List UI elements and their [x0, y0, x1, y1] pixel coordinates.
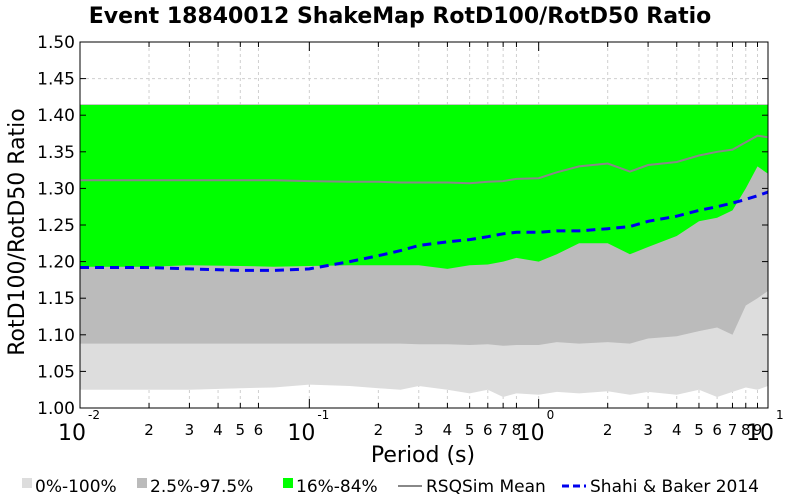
y-tick-label: 1.35: [37, 143, 75, 163]
x-minor-tick-label: 2: [603, 421, 613, 439]
x-minor-tick-label: 4: [213, 421, 223, 439]
y-tick-label: 1.50: [37, 33, 75, 53]
x-tick-label-exponent: -1: [317, 408, 329, 422]
x-minor-tick-label: 5: [236, 421, 246, 439]
legend-label-16-84: 16%-84%: [296, 477, 378, 497]
x-minor-tick-label: 4: [672, 421, 682, 439]
legend-label-shahi-baker-2014: Shahi & Baker 2014: [590, 477, 759, 497]
x-minor-tick-label: 4: [443, 421, 453, 439]
y-tick-label: 1.05: [37, 362, 75, 382]
x-minor-tick-label: 9: [753, 421, 763, 439]
legend-label-0-100: 0%-100%: [35, 477, 117, 497]
x-minor-tick-label: 8: [741, 421, 751, 439]
x-minor-tick-label: 2: [374, 421, 384, 439]
y-axis-label: RotD100/RotD50 Ratio: [5, 108, 30, 356]
y-tick-label: 1.20: [37, 253, 75, 273]
x-minor-tick-label: 5: [465, 421, 475, 439]
x-minor-tick-label: 3: [414, 421, 424, 439]
legend-swatch-0-100: [22, 478, 32, 488]
legend-swatch-2-5-97-5: [137, 478, 147, 488]
x-minor-tick-label: 6: [483, 421, 493, 439]
x-minor-tick-label: 3: [185, 421, 195, 439]
axes: 1.00 1.05 1.10 1.15 1.20 1.25 1.30 1.35 1.40 1.45…: [37, 33, 784, 446]
x-minor-tick-label: 7: [728, 421, 738, 439]
y-tick-label: 1.15: [37, 289, 75, 309]
x-minor-tick-label: 6: [254, 421, 264, 439]
y-tick-label: 1.00: [37, 399, 75, 419]
x-tick-label-exponent: 1: [776, 408, 784, 422]
x-tick-label-exponent: 0: [547, 408, 555, 422]
x-tick-label-base: 10: [58, 421, 86, 446]
x-tick-label-base: 10: [746, 421, 774, 446]
line-shahi-baker-2014: [80, 190, 769, 272]
y-tick-label: 1.40: [37, 106, 75, 126]
x-axis-label: Period (s): [371, 443, 475, 468]
plot-area: [79, 41, 769, 409]
x-tick-label-exponent: -2: [88, 408, 100, 422]
x-minor-tick-label: 7: [498, 421, 508, 439]
legend: 0%-100% 2.5%-97.5% 16%-84% RSQSim Mean Shahi…: [22, 477, 759, 497]
band-16-84: [80, 105, 768, 269]
line-rsqsim-mean: [80, 134, 769, 185]
y-tick-label: 1.25: [37, 216, 75, 236]
x-minor-tick-label: 6: [712, 421, 722, 439]
y-tick-label: 1.45: [37, 70, 75, 90]
x-minor-tick-label: 5: [694, 421, 704, 439]
x-minor-tick-label: 3: [643, 421, 653, 439]
legend-swatch-16-84: [283, 478, 293, 488]
x-tick-label-base: 10: [517, 421, 545, 446]
x-tick-label-base: 10: [287, 421, 315, 446]
y-tick-label: 1.30: [37, 179, 75, 199]
y-tick-label: 1.10: [37, 326, 75, 346]
legend-label-rsqsim-mean: RSQSim Mean: [426, 477, 546, 497]
x-minor-tick-label: 8: [512, 421, 522, 439]
x-minor-tick-label: 2: [144, 421, 154, 439]
legend-label-2-5-97-5: 2.5%-97.5%: [150, 477, 253, 497]
chart-title: Event 18840012 ShakeMap RotD100/RotD50 R…: [89, 4, 712, 29]
